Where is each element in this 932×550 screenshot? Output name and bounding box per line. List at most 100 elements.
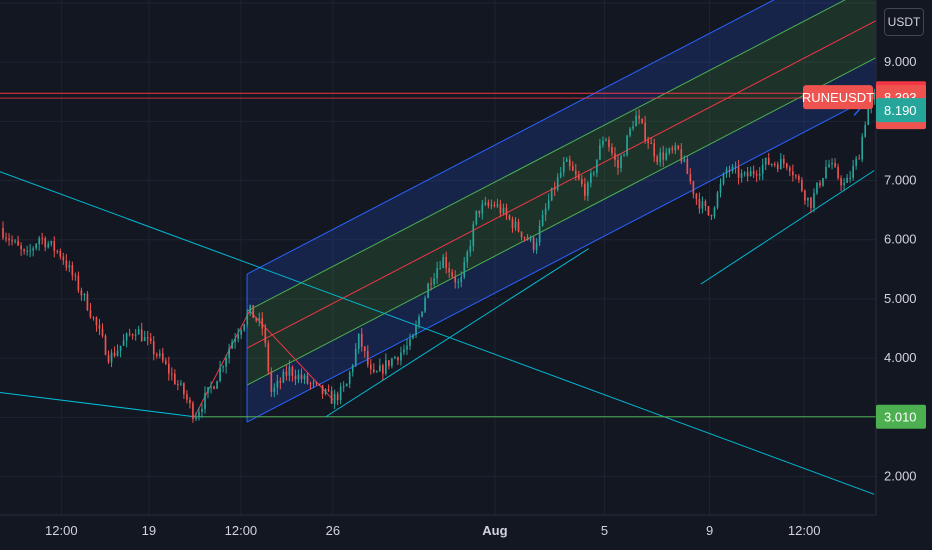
- channel-band-2: [247, 20, 877, 386]
- candle-body-288: [867, 107, 870, 126]
- candle-body-146: [439, 267, 441, 269]
- parallel-support-2: [700, 170, 875, 285]
- candle-body-27: [80, 290, 83, 296]
- candle-body-281: [846, 177, 848, 183]
- candle-body-19: [56, 250, 59, 252]
- candle-body-150: [451, 272, 454, 277]
- candle-body-249: [749, 171, 752, 177]
- candle-body-45: [134, 334, 137, 336]
- candle-body-77: [231, 341, 233, 349]
- price-axis-background[interactable]: [876, 0, 932, 515]
- candle-body-54: [161, 353, 164, 361]
- trend-lines[interactable]: [0, 97, 876, 495]
- candle-body-41: [122, 340, 125, 346]
- candle-body-169: [508, 215, 511, 220]
- candle-body-181: [544, 208, 547, 215]
- candle-body-182: [547, 200, 550, 209]
- candle-body-104: [312, 382, 315, 384]
- price-tick-3: 7.000: [884, 173, 917, 188]
- candle-body-221: [665, 152, 668, 160]
- candle-body-118: [354, 348, 357, 366]
- candle-body-109: [327, 389, 330, 391]
- candle-body-272: [819, 182, 821, 186]
- candle-body-42: [125, 333, 128, 341]
- candle-body-135: [406, 345, 408, 350]
- candle-body-219: [659, 152, 662, 163]
- price-tick-8: 2.000: [884, 469, 917, 484]
- candle-body-240: [722, 173, 725, 184]
- candle-body-108: [324, 389, 327, 394]
- candle-body-139: [418, 316, 420, 326]
- symbol-tag-label: RUNEUSDT: [802, 90, 874, 105]
- candle-body-266: [801, 180, 803, 191]
- candle-body-96: [288, 367, 291, 376]
- candle-body-9: [26, 250, 28, 252]
- candle-body-241: [725, 169, 728, 174]
- time-axis-background[interactable]: [0, 515, 932, 550]
- candle-body-164: [493, 204, 496, 206]
- candle-body-263: [792, 171, 794, 176]
- candle-body-167: [502, 207, 505, 214]
- candle-body-76: [228, 348, 230, 359]
- candle-body-267: [804, 190, 806, 201]
- channel-line-4: [246, 94, 877, 423]
- candle-body-274: [825, 166, 827, 179]
- price-tick-5: 5.000: [884, 291, 917, 306]
- candle-body-136: [409, 338, 411, 346]
- candle-body-174: [523, 237, 526, 239]
- candle-body-40: [119, 345, 122, 351]
- price-tick-6: 4.000: [884, 350, 917, 365]
- candle-body-87: [261, 318, 264, 329]
- candle-body-61: [183, 383, 185, 395]
- candle-body-39: [116, 350, 119, 356]
- channel-line-0: [246, 0, 775, 275]
- candle-body-121: [363, 346, 366, 352]
- candle-body-262: [789, 167, 791, 172]
- candle-body-4: [11, 240, 13, 242]
- candle-body-170: [511, 219, 514, 229]
- candle-body-251: [755, 174, 758, 176]
- candle-body-165: [496, 204, 499, 206]
- candle-body-15: [44, 238, 47, 248]
- candle-body-72: [216, 381, 218, 389]
- candle-body-46: [137, 329, 140, 335]
- candle-body-212: [638, 115, 640, 119]
- candle-body-215: [647, 140, 649, 144]
- candle-body-278: [837, 166, 839, 179]
- candle-body-89: [267, 343, 270, 372]
- candle-body-253: [761, 164, 764, 174]
- candle-body-75: [225, 358, 227, 367]
- candle-body-32: [95, 317, 98, 326]
- time-tick-6: 9: [706, 523, 713, 538]
- low-trendline: [0, 391, 195, 418]
- candle-body-73: [219, 367, 221, 382]
- candle-body-223: [671, 148, 674, 151]
- candle-body-270: [813, 193, 815, 209]
- candle-body-6: [17, 240, 19, 246]
- currency-label[interactable]: USDT: [884, 8, 924, 36]
- candle-body-194: [584, 183, 586, 196]
- parallel-support-1: [325, 248, 589, 418]
- candle-body-195: [587, 183, 589, 196]
- candle-body-222: [668, 148, 671, 153]
- candle-body-128: [385, 360, 387, 374]
- candle-body-48: [143, 337, 146, 341]
- candle-body-79: [237, 334, 239, 339]
- candle-body-126: [379, 365, 381, 372]
- candle-body-192: [577, 174, 580, 180]
- grid-lines: [0, 0, 876, 515]
- candle-body-209: [629, 128, 631, 136]
- candle-body-71: [213, 386, 215, 389]
- candle-body-188: [565, 159, 568, 162]
- candle-body-204: [614, 153, 616, 161]
- candle-body-133: [400, 352, 402, 361]
- candle-body-55: [164, 360, 167, 364]
- candle-body-127: [382, 365, 384, 374]
- candle-body-129: [388, 360, 390, 366]
- channel-line-3: [246, 57, 877, 386]
- candle-body-160: [481, 204, 484, 214]
- candle-body-268: [807, 197, 809, 201]
- time-tick-5: 5: [601, 523, 608, 538]
